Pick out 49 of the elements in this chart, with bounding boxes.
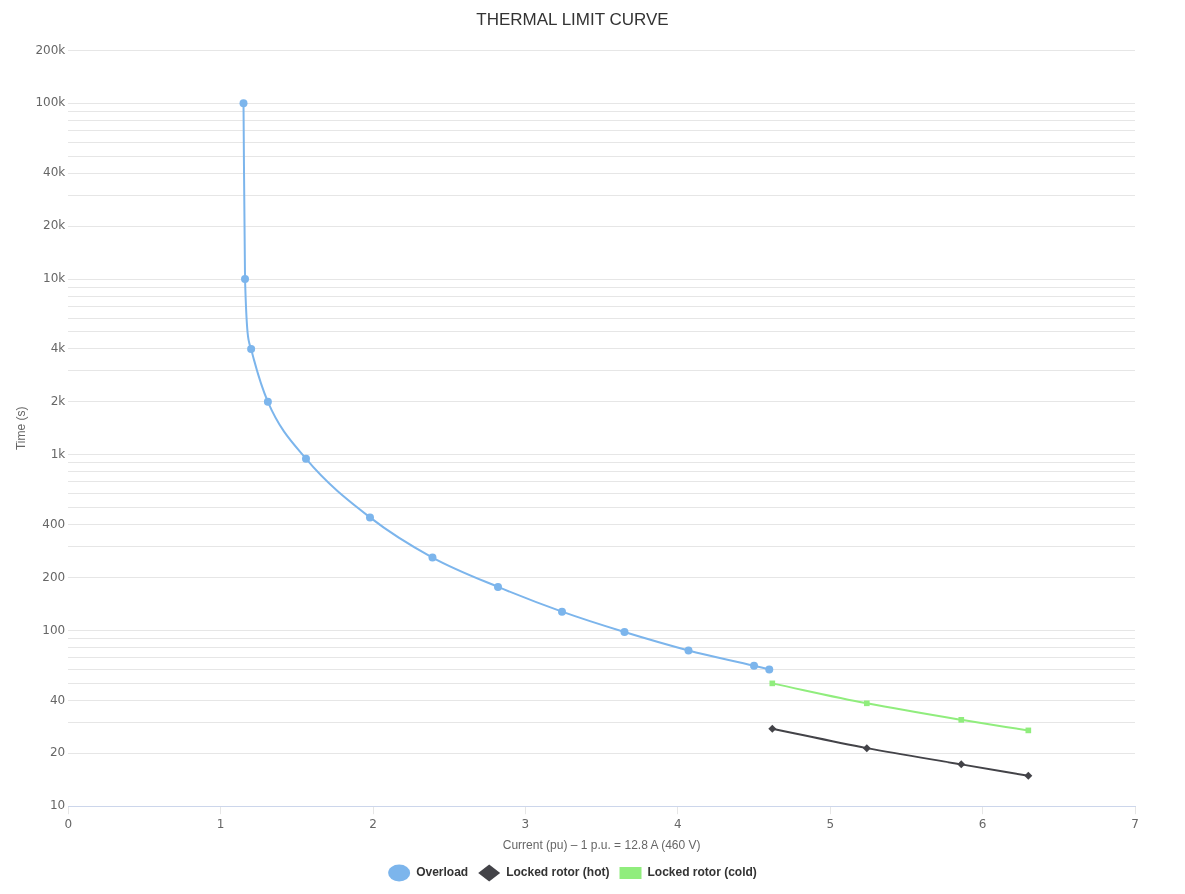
y-tick-label: 200k — [35, 42, 66, 57]
x-tick-label: 7 — [1131, 816, 1139, 831]
legend-label: Overload — [416, 865, 469, 880]
point — [620, 628, 629, 637]
point — [239, 99, 248, 108]
point — [494, 582, 502, 591]
chart-title: THERMAL LIMIT CURVE — [476, 9, 669, 29]
y-tick-label: 400 — [42, 516, 66, 531]
legend-label: Locked rotor (hot) — [506, 865, 610, 880]
y-tick-label: 100k — [35, 95, 66, 110]
y-tick-label: 100 — [42, 622, 66, 637]
legend-label: Locked rotor (cold) — [647, 865, 757, 880]
point — [365, 513, 374, 522]
y-tick-label: 10k — [43, 271, 66, 286]
x-tick-label: 6 — [978, 816, 987, 831]
point — [1024, 771, 1033, 780]
point — [957, 760, 966, 769]
point — [958, 717, 965, 723]
x-tick-label: 0 — [64, 816, 73, 831]
x-tick-label: 2 — [369, 816, 377, 831]
x-axis-title: Current (pu) – 1 p.u. = 12.8 A (460 V) — [502, 838, 701, 853]
point — [241, 275, 250, 284]
point — [558, 607, 567, 616]
point — [768, 724, 777, 733]
y-tick-label: 4k — [50, 341, 66, 356]
y-tick-label: 2k — [50, 393, 66, 408]
point — [428, 553, 437, 562]
x-tick-label: 1 — [216, 816, 225, 831]
y-tick-label: 40k — [43, 165, 66, 180]
point — [684, 646, 693, 655]
y-tick-label: 1k — [50, 446, 66, 461]
point — [769, 680, 776, 687]
point — [750, 661, 759, 670]
x-tick-label: 4 — [674, 816, 682, 831]
y-tick-label: 200 — [42, 569, 66, 584]
x-tick-label: 5 — [826, 816, 835, 831]
point — [247, 344, 256, 353]
point — [263, 397, 272, 406]
point — [765, 665, 774, 674]
point — [1025, 727, 1032, 734]
y-tick-label: 20k — [43, 218, 66, 233]
point — [301, 454, 310, 463]
y-tick-label: 10 — [49, 798, 66, 813]
y-axis-title: Time (s) — [13, 406, 28, 451]
y-tick-label: 20 — [49, 745, 66, 760]
y-tick-label: 40 — [49, 692, 66, 707]
point — [862, 744, 871, 753]
point — [863, 700, 870, 707]
x-tick-label: 3 — [521, 816, 530, 831]
